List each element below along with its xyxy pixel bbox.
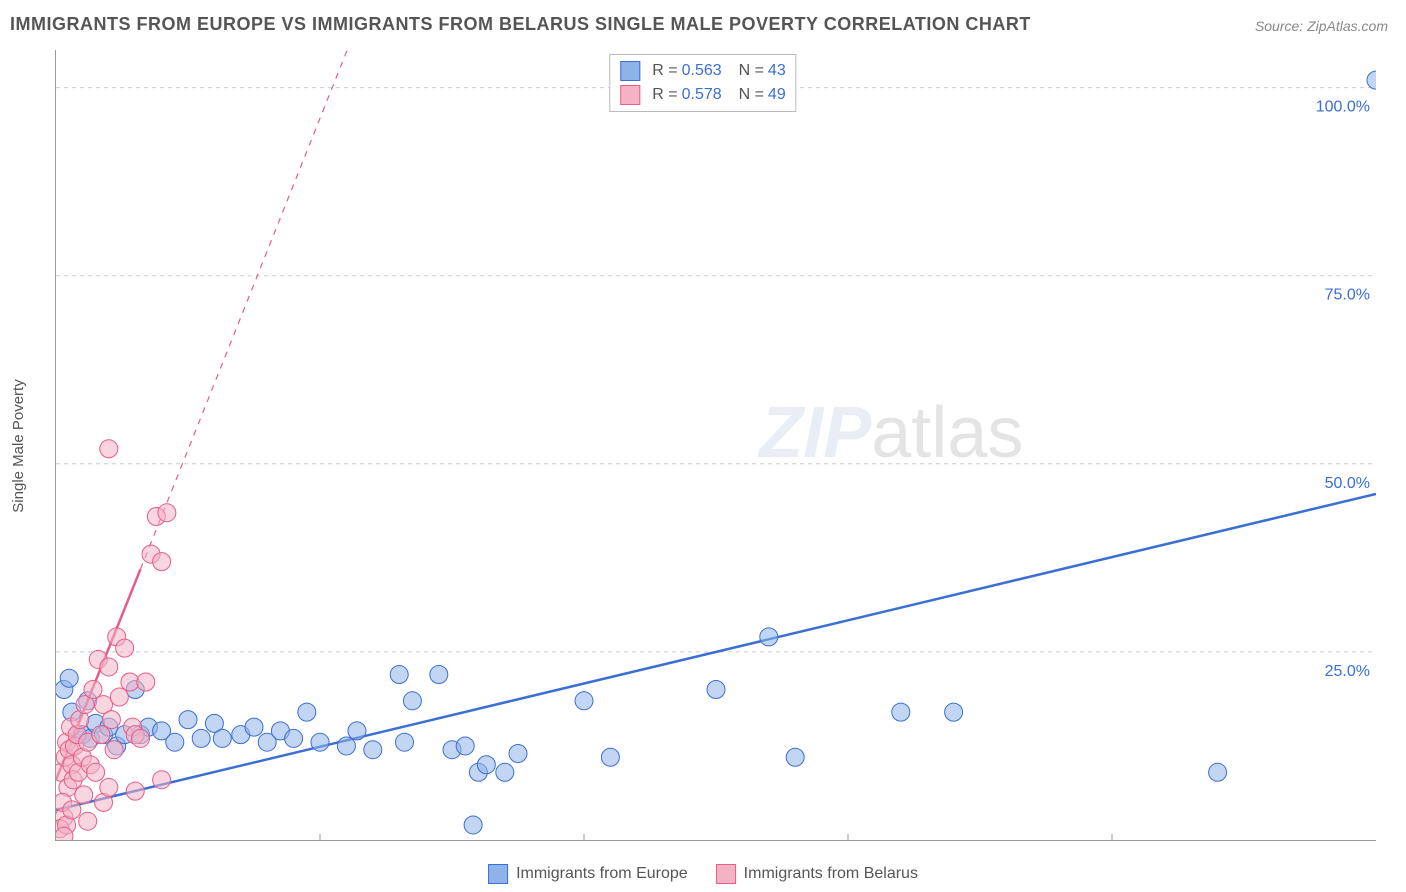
n-label: N = [739, 62, 764, 80]
legend-swatch [620, 61, 640, 81]
legend-swatch [620, 85, 640, 105]
scatter-plot: 25.0%50.0%75.0%100.0%0.0%50.0% [55, 50, 1376, 841]
correlation-legend: R = 0.563 N = 43 R = 0.578 N = 49 [609, 54, 796, 112]
r-label: R = [652, 62, 677, 80]
legend-swatch [488, 864, 508, 884]
svg-text:25.0%: 25.0% [1325, 663, 1370, 680]
r-label: R = [652, 86, 677, 104]
n-label: N = [739, 86, 764, 104]
r-value: 0.578 [682, 86, 722, 104]
chart-title: IMMIGRANTS FROM EUROPE VS IMMIGRANTS FRO… [10, 14, 1031, 35]
series-name: Immigrants from Europe [516, 865, 688, 883]
n-value: 43 [768, 62, 786, 80]
svg-text:100.0%: 100.0% [1316, 99, 1370, 116]
legend-swatch [716, 864, 736, 884]
n-value: 49 [768, 86, 786, 104]
source-label: Source: ZipAtlas.com [1255, 18, 1388, 34]
series-legend: Immigrants from Europe Immigrants from Be… [488, 864, 918, 884]
svg-text:50.0%: 50.0% [1325, 475, 1370, 492]
svg-text:75.0%: 75.0% [1325, 287, 1370, 304]
y-axis-label: Single Male Poverty [10, 379, 27, 512]
series-name: Immigrants from Belarus [744, 865, 918, 883]
r-value: 0.563 [682, 62, 722, 80]
